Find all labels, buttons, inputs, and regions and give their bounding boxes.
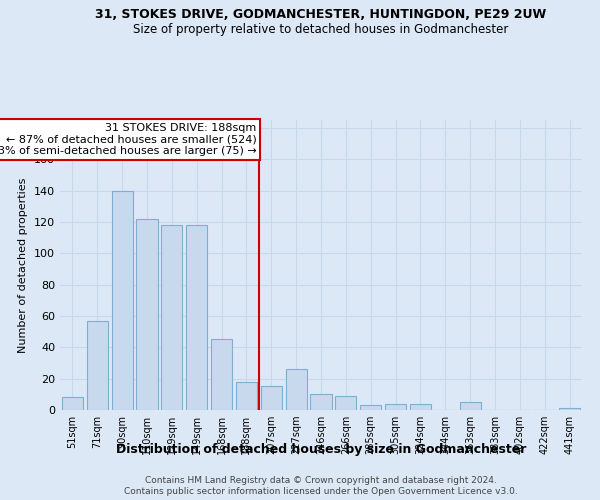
Bar: [136, 219, 158, 410]
Bar: [410, 404, 431, 410]
Text: Contains HM Land Registry data © Crown copyright and database right 2024.: Contains HM Land Registry data © Crown c…: [145, 476, 497, 485]
Bar: [62, 398, 83, 410]
Bar: [186, 225, 207, 410]
Bar: [112, 190, 133, 410]
Text: Size of property relative to detached houses in Godmanchester: Size of property relative to detached ho…: [133, 22, 509, 36]
Bar: [460, 402, 481, 410]
Bar: [161, 225, 182, 410]
Text: 31 STOKES DRIVE: 188sqm
← 87% of detached houses are smaller (524)
13% of semi-d: 31 STOKES DRIVE: 188sqm ← 87% of detache…: [0, 123, 256, 156]
Bar: [360, 406, 381, 410]
Bar: [335, 396, 356, 410]
Bar: [211, 340, 232, 410]
Text: Distribution of detached houses by size in Godmanchester: Distribution of detached houses by size …: [116, 442, 526, 456]
Y-axis label: Number of detached properties: Number of detached properties: [19, 178, 28, 352]
Text: 31, STOKES DRIVE, GODMANCHESTER, HUNTINGDON, PE29 2UW: 31, STOKES DRIVE, GODMANCHESTER, HUNTING…: [95, 8, 547, 20]
Bar: [559, 408, 580, 410]
Bar: [310, 394, 332, 410]
Text: Contains public sector information licensed under the Open Government Licence v3: Contains public sector information licen…: [124, 488, 518, 496]
Bar: [385, 404, 406, 410]
Bar: [286, 369, 307, 410]
Bar: [236, 382, 257, 410]
Bar: [261, 386, 282, 410]
Bar: [87, 320, 108, 410]
